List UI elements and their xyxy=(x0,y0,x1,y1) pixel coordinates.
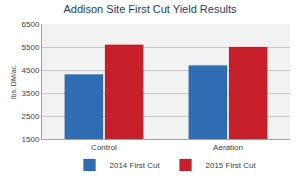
svg-text:3500: 3500 xyxy=(22,89,40,98)
svg-text:6500: 6500 xyxy=(22,20,40,29)
svg-text:4500: 4500 xyxy=(22,66,40,75)
svg-text:5500: 5500 xyxy=(22,43,40,52)
svg-text:1500: 1500 xyxy=(22,135,40,144)
svg-text:Control: Control xyxy=(91,143,117,152)
svg-text:Addison Site First Cut Yield R: Addison Site First Cut Yield Results xyxy=(63,3,237,15)
svg-text:lbs. DM/ac.: lbs. DM/ac. xyxy=(10,64,17,99)
svg-text:2500: 2500 xyxy=(22,112,40,121)
svg-text:2014 First Cut: 2014 First Cut xyxy=(110,161,161,170)
svg-text:Aeration: Aeration xyxy=(213,143,243,152)
svg-text:2015 First Cut: 2015 First Cut xyxy=(206,161,257,170)
